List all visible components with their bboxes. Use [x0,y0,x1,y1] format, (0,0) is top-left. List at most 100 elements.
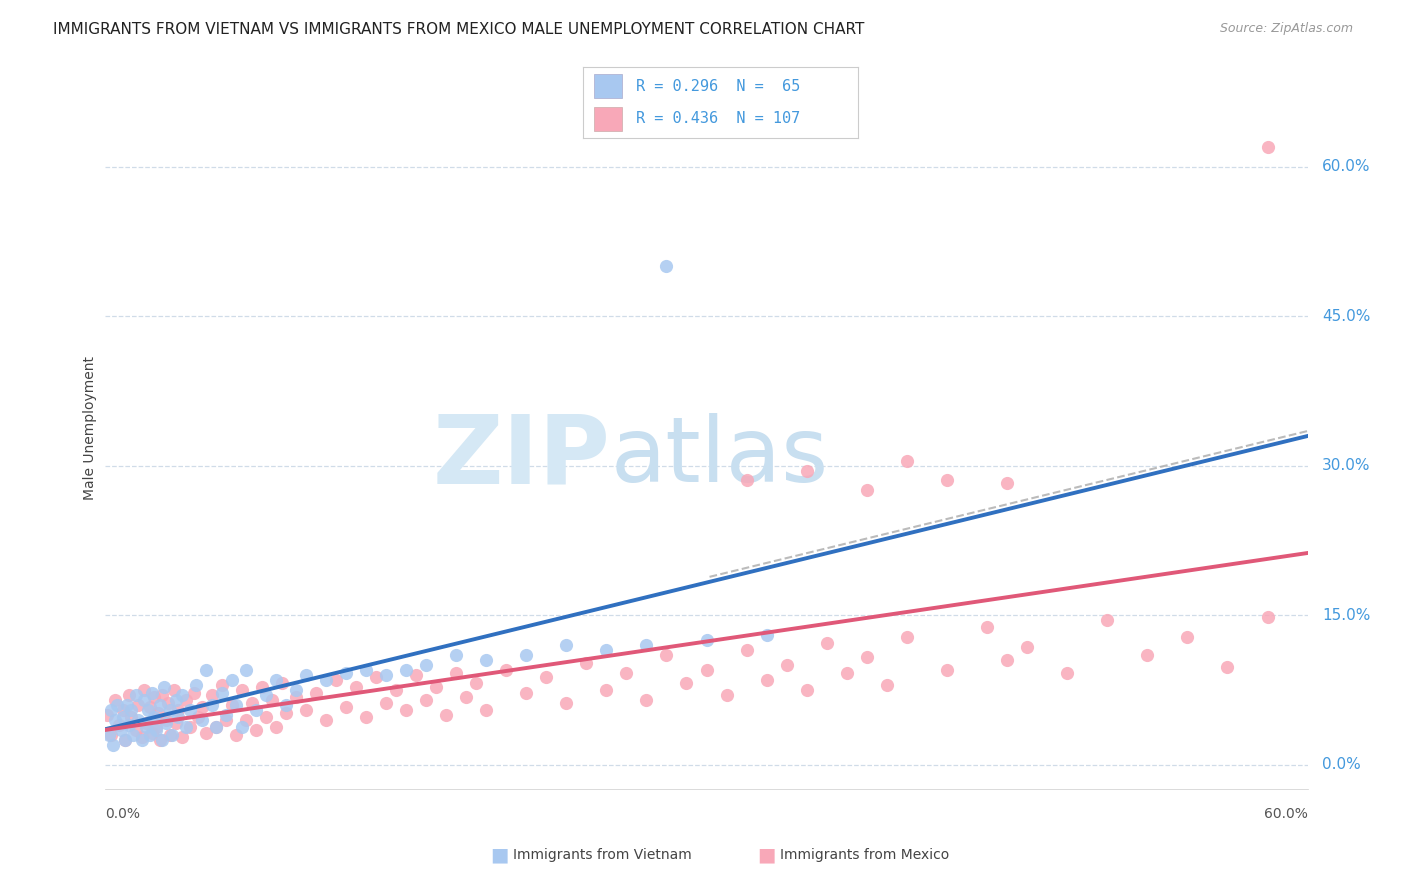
Point [110,723,132,737]
Point [755,673,778,687]
Point [112,703,135,717]
Point [325,673,347,687]
Point [595,643,617,657]
Point [204,720,226,734]
Point [204,720,226,734]
Point [655,259,678,273]
Text: 60.0%: 60.0% [1322,159,1371,174]
Point [595,682,617,697]
Point [1017,640,1039,654]
Point [755,628,778,642]
Text: 15.0%: 15.0% [1322,607,1371,623]
Point [104,692,127,706]
Point [100,703,122,717]
Point [127,713,149,727]
Point [170,688,193,702]
Point [124,723,146,737]
Text: Immigrants from Mexico: Immigrants from Mexico [780,847,949,862]
Text: 0.0%: 0.0% [1322,757,1361,772]
Point [1257,610,1279,624]
Point [135,715,157,730]
Point [132,692,155,706]
Point [231,720,253,734]
Point [100,728,122,742]
Point [170,730,193,744]
Point [354,709,377,723]
Point [136,703,159,717]
Point [415,657,437,672]
Point [444,665,467,680]
Point [108,717,131,731]
Point [696,632,718,647]
Point [735,643,758,657]
Text: 0.0%: 0.0% [105,807,141,822]
Point [141,686,163,700]
Point [1216,660,1239,674]
Point [201,688,224,702]
Point [295,703,318,717]
Point [138,728,160,742]
Point [141,725,163,739]
Point [240,696,263,710]
Point [475,703,498,717]
Point [121,703,143,717]
Point [264,673,287,687]
Point [415,692,437,706]
Point [1136,648,1159,662]
Text: ZIP: ZIP [433,410,610,504]
Point [636,692,658,706]
Point [976,620,998,634]
Point [274,706,297,720]
Point [132,682,155,697]
Point [250,680,273,694]
Point [118,717,141,731]
Text: atlas: atlas [610,413,828,501]
Point [155,713,177,727]
Text: 30.0%: 30.0% [1322,458,1371,473]
Point [335,699,357,714]
Point [138,699,160,714]
Point [118,688,141,702]
Text: R = 0.436  N = 107: R = 0.436 N = 107 [636,112,800,127]
Point [655,648,678,662]
Point [121,709,143,723]
Point [616,665,638,680]
Point [555,638,578,652]
Point [160,728,183,742]
Point [354,663,377,677]
Point [305,686,328,700]
Point [174,692,197,706]
Point [855,483,877,498]
Point [1097,613,1119,627]
Point [235,713,257,727]
Point [145,723,167,737]
Point [936,474,959,488]
Point [245,703,267,717]
Point [835,665,858,680]
Point [245,723,267,737]
Point [896,630,918,644]
Text: Source: ZipAtlas.com: Source: ZipAtlas.com [1219,22,1353,36]
Point [260,692,283,706]
Point [162,682,184,697]
Point [254,709,277,723]
Point [405,668,427,682]
Point [995,653,1018,667]
Point [936,663,959,677]
Point [995,476,1018,491]
Point [231,682,253,697]
Point [636,638,658,652]
Point [190,713,212,727]
Point [150,688,173,702]
Point [815,636,838,650]
Point [131,730,153,744]
Point [315,673,337,687]
Point [194,725,217,739]
Point [395,663,418,677]
Point [179,720,201,734]
Point [454,690,477,704]
Point [254,688,277,702]
Point [156,696,179,710]
Point [165,715,187,730]
Point [211,686,233,700]
